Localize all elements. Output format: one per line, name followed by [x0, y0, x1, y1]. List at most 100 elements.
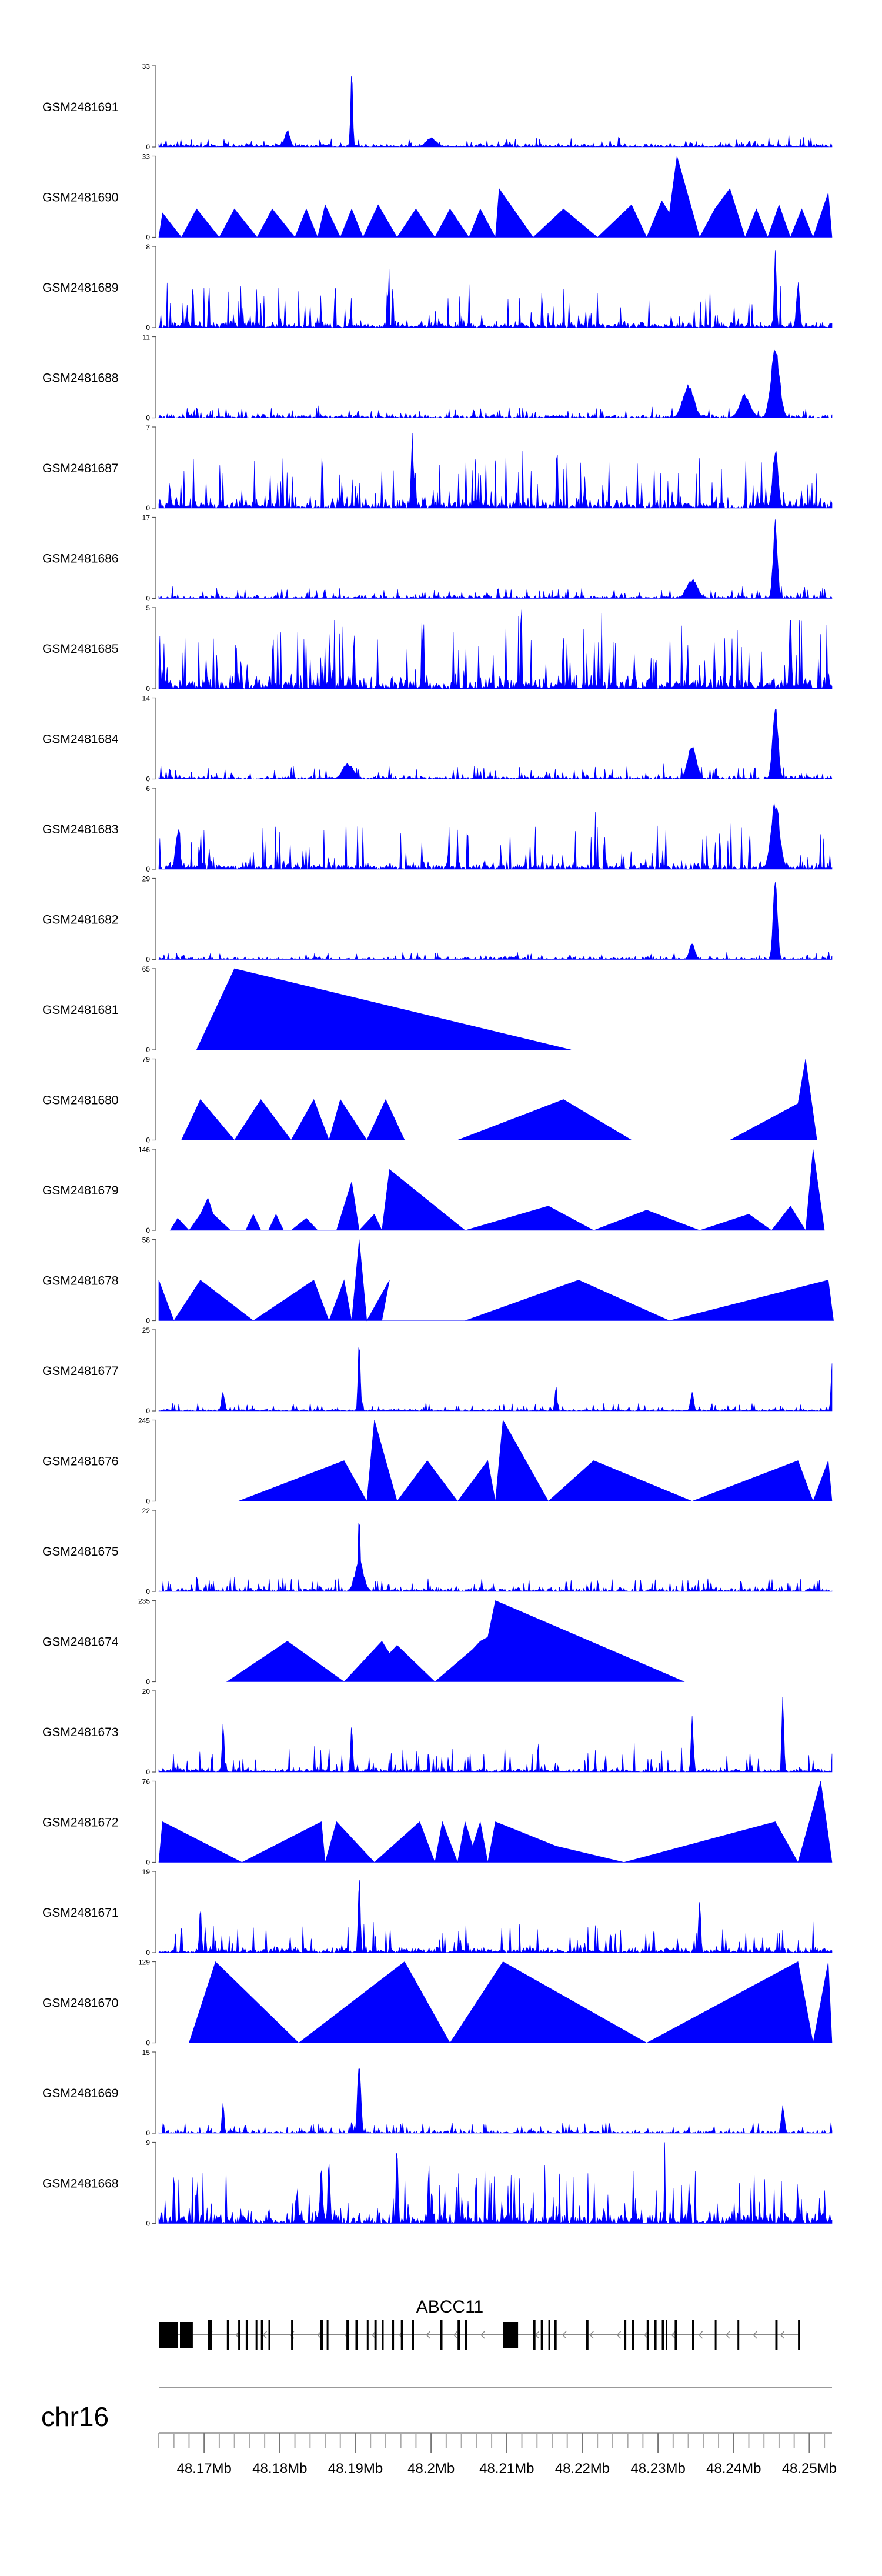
track-label: GSM2481672 — [42, 1816, 119, 1830]
exon — [260, 2320, 263, 2350]
track-GSM2481673: GSM2481673 20 0 — [42, 1687, 833, 1776]
exon — [548, 2320, 550, 2350]
y-max-label: 7 — [146, 423, 150, 432]
y-max-label: 58 — [142, 1236, 151, 1244]
track-GSM2481669: GSM2481669 15 0 — [42, 2048, 833, 2137]
tick-label: 48.23Mb — [630, 2461, 685, 2477]
exon — [540, 2320, 543, 2350]
coverage-area — [196, 968, 572, 1050]
track-GSM2481679: GSM2481679 146 0 — [42, 1146, 825, 1234]
track-GSM2481691: GSM2481691 33 0 — [42, 62, 833, 151]
y-min-label: 0 — [146, 414, 150, 422]
strand-arrow — [671, 2331, 676, 2339]
y-min-label: 0 — [146, 1587, 150, 1596]
y-max-label: 29 — [142, 875, 151, 883]
track-GSM2481689: GSM2481689 8 0 — [42, 243, 833, 332]
y-min-label: 0 — [146, 1497, 150, 1506]
strand-arrow — [453, 2331, 458, 2339]
coverage-area — [158, 76, 833, 148]
y-max-label: 245 — [138, 1417, 150, 1425]
gene-track: ABCC11 — [159, 2297, 800, 2350]
coverage-area — [226, 1600, 685, 1682]
exon — [326, 2320, 329, 2350]
track-label: GSM2481678 — [42, 1274, 119, 1288]
y-max-label: 19 — [142, 1868, 151, 1876]
coverage-area — [158, 1523, 833, 1593]
exon — [674, 2320, 677, 2350]
track-label: GSM2481681 — [42, 1003, 119, 1017]
exon — [646, 2320, 649, 2350]
track-label: GSM2481680 — [42, 1094, 119, 1107]
y-min-label: 0 — [146, 1858, 150, 1867]
y-max-label: 9 — [146, 2139, 150, 2147]
y-min-label: 0 — [146, 1136, 150, 1144]
y-min-label: 0 — [146, 1407, 150, 1415]
chromosome-label: chr16 — [41, 2401, 109, 2432]
strand-arrow — [753, 2331, 757, 2339]
tick-label: 48.22Mb — [555, 2461, 610, 2477]
track-label: GSM2481688 — [42, 372, 119, 385]
exon — [291, 2320, 293, 2350]
track-label: GSM2481671 — [42, 1906, 119, 1920]
exon — [586, 2320, 589, 2350]
exon — [554, 2320, 557, 2350]
y-max-label: 79 — [142, 1056, 151, 1064]
tick-label: 48.18Mb — [252, 2461, 307, 2477]
exon — [400, 2320, 403, 2350]
track-label: GSM2481674 — [42, 1636, 119, 1649]
track-GSM2481687: GSM2481687 7 0 — [42, 423, 833, 512]
exon — [392, 2320, 395, 2350]
exon — [632, 2320, 634, 2350]
track-GSM2481671: GSM2481671 19 0 — [42, 1868, 833, 1957]
y-max-label: 235 — [138, 1597, 150, 1606]
exon — [714, 2320, 717, 2350]
exon — [374, 2320, 377, 2350]
coverage-area — [189, 1961, 833, 2044]
y-min-label: 0 — [146, 2129, 150, 2137]
exon — [798, 2320, 800, 2350]
track-label: GSM2481668 — [42, 2177, 119, 2191]
track-label: GSM2481689 — [42, 281, 119, 295]
exon — [226, 2320, 229, 2350]
track-GSM2481675: GSM2481675 22 0 — [42, 1507, 833, 1596]
tick-label: 48.21Mb — [479, 2461, 534, 2477]
coding-exon — [180, 2322, 193, 2348]
coverage-area — [158, 156, 833, 238]
strand-arrow — [589, 2331, 594, 2339]
track-label: GSM2481679 — [42, 1184, 119, 1197]
axis-ticks: 48.17Mb 48.18Mb 48.19Mb 48.2Mb 48.21Mb 48.22M… — [158, 2433, 837, 2477]
exon — [654, 2320, 657, 2350]
track-GSM2481670: GSM2481670 129 0 — [42, 1958, 833, 2047]
tick-label: 48.24Mb — [706, 2461, 761, 2477]
y-max-label: 146 — [138, 1146, 150, 1154]
exon — [355, 2320, 358, 2350]
y-min-label: 0 — [146, 233, 150, 242]
track-label: GSM2481682 — [42, 913, 119, 927]
track-GSM2481676: GSM2481676 245 0 — [42, 1417, 833, 1506]
coverage-area — [158, 1781, 833, 1863]
y-min-label: 0 — [146, 1678, 150, 1686]
track-label: GSM2481691 — [42, 101, 119, 114]
coverage-area — [158, 609, 833, 689]
coding-exon — [159, 2322, 178, 2348]
track-GSM2481668: GSM2481668 9 0 — [42, 2139, 833, 2228]
y-max-label: 20 — [142, 1687, 151, 1696]
exon — [238, 2320, 240, 2350]
track-label: GSM2481669 — [42, 2087, 119, 2100]
y-min-label: 0 — [146, 1948, 150, 1957]
track-label: GSM2481673 — [42, 1726, 119, 1739]
y-min-label: 0 — [146, 2039, 150, 2047]
y-max-label: 129 — [138, 1958, 150, 1967]
y-min-label: 0 — [146, 1768, 150, 1776]
exon — [775, 2320, 778, 2350]
track-GSM2481680: GSM2481680 79 0 — [42, 1056, 817, 1144]
exon — [666, 2320, 667, 2350]
y-max-label: 14 — [142, 695, 151, 703]
coverage-area — [158, 519, 833, 599]
exon — [412, 2320, 414, 2350]
coverage-area — [158, 709, 833, 780]
exon — [692, 2320, 694, 2350]
track-GSM2481672: GSM2481672 76 0 — [42, 1778, 833, 1867]
exon — [245, 2320, 248, 2350]
